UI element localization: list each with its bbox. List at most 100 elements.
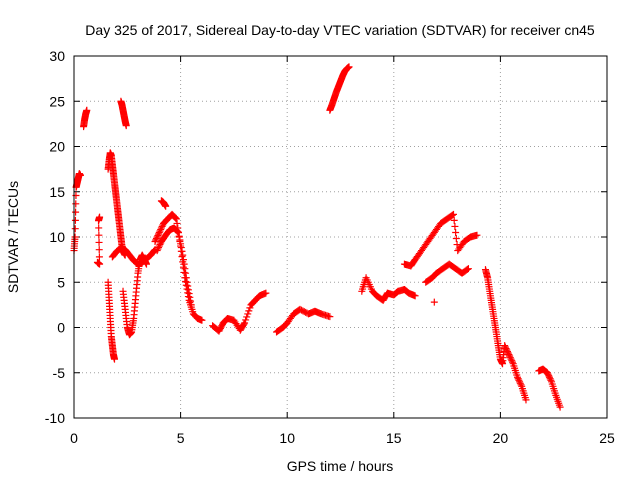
data-point	[545, 373, 553, 381]
series-drop-19-21	[481, 266, 530, 404]
data-point	[516, 379, 524, 387]
data-point	[503, 346, 511, 354]
data-point	[96, 213, 104, 221]
plot-frame	[73, 55, 608, 419]
data-point	[184, 282, 192, 290]
data-point	[547, 376, 555, 384]
data-point	[76, 171, 84, 179]
data-point	[156, 241, 164, 249]
data-point	[246, 304, 254, 312]
data-point	[184, 289, 192, 297]
data-point	[176, 236, 184, 244]
data-point	[515, 376, 523, 384]
data-point	[95, 238, 103, 246]
data-point	[506, 354, 514, 362]
data-point	[452, 235, 460, 243]
x-tick-label: 5	[177, 430, 185, 446]
data-point	[152, 236, 160, 244]
data-point	[185, 290, 193, 298]
data-point	[172, 215, 180, 223]
data-point	[155, 244, 163, 252]
y-tick-label: 5	[57, 274, 65, 290]
data-point	[187, 301, 195, 309]
data-point	[241, 319, 249, 327]
data-point	[158, 222, 166, 230]
data-point	[179, 251, 187, 259]
data-point	[174, 228, 182, 236]
series-isolated	[430, 298, 438, 306]
data-point	[502, 345, 510, 353]
data-points	[70, 63, 564, 411]
y-tick-label: -5	[53, 365, 66, 381]
y-tick-label: 15	[49, 184, 65, 200]
series-bump-4-5-low	[153, 224, 195, 309]
data-point	[95, 246, 103, 254]
data-point	[151, 238, 159, 246]
data-point	[543, 369, 551, 377]
series-tail-22-23	[535, 365, 564, 411]
data-point	[504, 348, 512, 356]
y-tick-label: 25	[49, 93, 65, 109]
x-tick-label: 20	[493, 430, 509, 446]
series-trough-9-12	[273, 305, 334, 336]
data-point	[198, 316, 206, 324]
x-tick-label: 10	[279, 430, 295, 446]
data-point	[464, 265, 472, 273]
data-point	[501, 342, 509, 350]
data-point	[162, 202, 170, 210]
data-point	[184, 286, 192, 294]
data-point	[71, 225, 79, 233]
data-point	[182, 269, 190, 277]
data-point	[174, 228, 182, 236]
data-point	[463, 265, 471, 273]
data-point	[448, 211, 456, 219]
x-tick-label: 15	[386, 430, 402, 446]
data-point	[175, 232, 183, 240]
y-axis-ticks: -10 -5 0 5 10 15 20 25 30	[45, 48, 607, 426]
data-point	[178, 247, 186, 255]
data-point	[545, 372, 553, 380]
data-point	[157, 224, 165, 232]
data-point	[71, 233, 79, 241]
y-tick-label: 20	[49, 139, 65, 155]
data-point	[452, 228, 460, 236]
data-point	[153, 233, 161, 241]
data-point	[182, 274, 190, 282]
data-point	[122, 122, 130, 130]
series-valley-2.5	[119, 251, 150, 339]
data-point	[183, 285, 191, 293]
x-tick-label: 25	[599, 430, 615, 446]
data-point	[411, 292, 419, 300]
data-point	[172, 214, 180, 222]
data-point	[95, 224, 103, 232]
y-tick-label: 30	[49, 48, 65, 64]
data-point	[556, 403, 564, 411]
data-point	[71, 216, 79, 224]
data-point	[182, 281, 190, 289]
series-high-12-13	[326, 63, 353, 114]
series-main-hump-1	[104, 149, 129, 259]
series-start-spike	[70, 170, 84, 255]
x-tick-label: 0	[70, 430, 78, 446]
data-point	[180, 260, 188, 268]
series-cluster-14-16	[358, 274, 419, 304]
data-point	[187, 297, 195, 305]
data-point	[517, 381, 525, 389]
y-tick-label: -10	[45, 410, 65, 426]
data-point	[430, 298, 438, 306]
data-point	[153, 247, 161, 255]
data-point	[154, 245, 162, 253]
chart-title: Day 325 of 2017, Sidereal Day-to-day VTE…	[85, 22, 595, 38]
data-point	[177, 244, 185, 252]
data-point	[262, 289, 270, 297]
data-point	[173, 219, 181, 227]
data-point	[240, 320, 248, 328]
data-point	[507, 355, 515, 363]
data-point	[473, 231, 481, 239]
data-point	[179, 263, 187, 271]
data-point	[243, 313, 251, 321]
data-point	[326, 313, 334, 321]
data-point	[508, 358, 516, 366]
data-point	[95, 253, 103, 261]
